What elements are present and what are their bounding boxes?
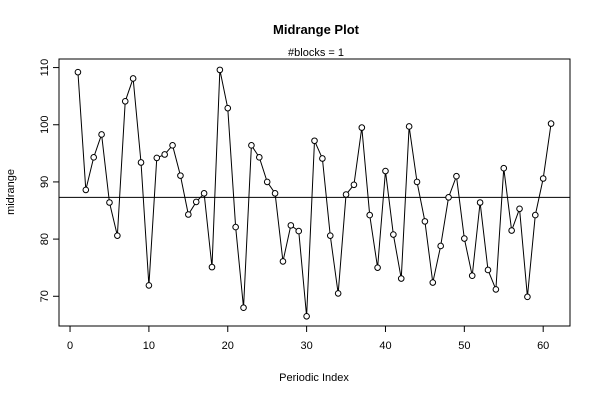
data-point xyxy=(216,66,224,74)
data-point xyxy=(539,175,547,182)
data-point xyxy=(287,222,295,229)
data-point xyxy=(303,312,310,320)
x-tick-label: 30 xyxy=(300,340,312,352)
data-point xyxy=(200,190,208,197)
data-point xyxy=(453,172,460,180)
chart-title: Midrange Plot xyxy=(273,22,360,37)
data-point xyxy=(516,205,523,213)
x-tick-label: 20 xyxy=(222,340,234,352)
x-tick-label: 60 xyxy=(537,340,549,352)
data-point xyxy=(248,142,255,149)
data-point xyxy=(185,211,192,218)
y-tick-label: 100 xyxy=(39,116,51,134)
data-point xyxy=(177,172,184,179)
data-point xyxy=(342,191,350,198)
data-point xyxy=(90,154,97,161)
data-point xyxy=(161,151,168,158)
x-axis: 0 10 20 30 40 50 60 xyxy=(67,325,549,352)
y-tick-label: 80 xyxy=(39,233,51,245)
data-point xyxy=(500,164,508,172)
series-points xyxy=(74,66,555,320)
x-tick-label: 40 xyxy=(379,340,391,352)
data-point xyxy=(390,231,397,238)
data-point xyxy=(461,235,468,242)
data-point xyxy=(374,264,381,271)
data-point xyxy=(153,154,161,162)
data-point xyxy=(326,232,334,239)
series-line xyxy=(77,69,552,317)
data-point xyxy=(82,186,90,194)
x-tick-label: 0 xyxy=(67,340,73,352)
plot-frame xyxy=(58,58,571,327)
data-point xyxy=(397,275,405,282)
data-point xyxy=(421,218,429,225)
data-point xyxy=(508,227,515,234)
data-point xyxy=(350,181,358,189)
data-point xyxy=(129,75,137,82)
data-point xyxy=(192,198,200,206)
data-point xyxy=(145,282,153,289)
data-point xyxy=(334,290,342,297)
data-point xyxy=(169,142,176,149)
data-point xyxy=(492,286,500,293)
data-point xyxy=(271,190,279,197)
data-point xyxy=(311,137,318,145)
data-point xyxy=(255,154,263,161)
x-tick-label: 50 xyxy=(458,340,470,352)
x-tick-label: 10 xyxy=(143,340,155,352)
data-point xyxy=(413,178,421,186)
data-point xyxy=(405,123,413,130)
data-point xyxy=(98,131,105,138)
data-point xyxy=(429,279,437,286)
data-point xyxy=(224,104,232,112)
data-point xyxy=(121,98,129,105)
data-point xyxy=(114,232,121,239)
data-point xyxy=(476,199,484,206)
data-point xyxy=(263,178,271,186)
y-tick-label: 110 xyxy=(39,59,51,77)
y-tick-label: 90 xyxy=(39,176,51,188)
data-point xyxy=(437,242,444,250)
data-point xyxy=(484,266,492,274)
data-point xyxy=(232,223,239,231)
data-point xyxy=(319,155,326,162)
data-point xyxy=(358,124,366,131)
data-point xyxy=(532,211,539,219)
data-point xyxy=(295,227,303,235)
data-point xyxy=(445,194,452,201)
data-point xyxy=(524,293,531,301)
data-point xyxy=(382,167,389,175)
data-point xyxy=(137,159,145,166)
data-point xyxy=(74,68,82,76)
chart-subtitle: #blocks = 1 xyxy=(288,47,344,59)
data-point xyxy=(547,120,555,127)
y-tick-label: 70 xyxy=(39,290,51,302)
y-axis-label: midrange xyxy=(5,169,17,215)
data-point xyxy=(208,263,216,271)
data-point xyxy=(468,272,476,279)
data-point xyxy=(366,211,374,219)
data-point xyxy=(240,304,247,312)
data-point xyxy=(279,258,287,265)
x-axis-label: Periodic Index xyxy=(279,372,349,384)
data-point xyxy=(106,199,113,206)
y-axis: 70 80 90 100 110 xyxy=(39,59,60,302)
